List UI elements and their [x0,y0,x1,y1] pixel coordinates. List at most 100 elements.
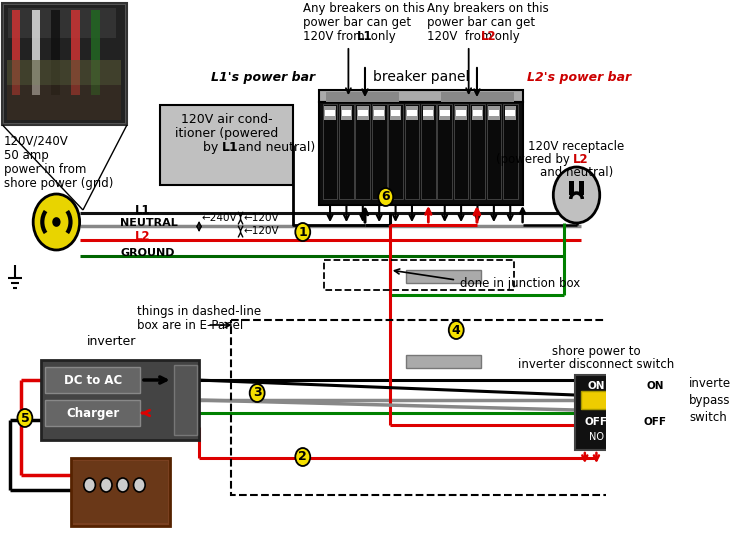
Bar [45,400,140,426]
Bar [45,367,140,393]
Circle shape [100,478,112,492]
Bar [442,92,515,102]
Text: Any breakers on this: Any breakers on this [427,2,549,15]
Text: L2: L2 [573,153,588,166]
Text: ON: ON [646,381,664,391]
Text: L1: L1 [135,204,150,216]
Bar [372,104,387,199]
Text: 120V from: 120V from [303,30,368,43]
Circle shape [134,478,145,492]
Bar [407,110,417,116]
Bar [72,10,80,95]
Text: 2: 2 [298,450,307,464]
Text: itioner (powered: itioner (powered [175,127,278,140]
Text: 50 amp: 50 amp [4,149,49,162]
Text: L1: L1 [222,141,239,154]
Text: power in from: power in from [4,163,86,176]
Circle shape [449,321,463,339]
Text: by: by [203,141,222,154]
Bar [326,92,399,102]
Bar [390,110,401,116]
Bar [374,106,385,120]
Bar [487,104,501,199]
Bar [357,106,368,120]
Text: done in junction box: done in junction box [461,277,580,289]
Bar [91,10,99,95]
Circle shape [117,478,129,492]
Text: inverter disconnect switch: inverter disconnect switch [518,358,675,371]
Text: and neutral): and neutral) [234,141,315,154]
Bar [454,104,469,199]
Circle shape [295,448,310,466]
Bar [624,375,686,450]
Circle shape [18,409,32,427]
Circle shape [53,218,60,226]
Circle shape [84,478,95,492]
Bar [423,110,433,116]
Text: OFF: OFF [585,417,608,427]
Bar [581,391,611,409]
Text: things in dashed-line: things in dashed-line [137,305,261,318]
Bar [406,270,481,283]
Bar [579,181,584,195]
Bar [421,104,436,199]
Bar [160,105,293,185]
Bar [319,90,523,102]
Text: Any breakers on this: Any breakers on this [303,2,425,15]
Bar [4,5,125,123]
Text: NO: NO [589,432,604,442]
Text: L1: L1 [357,30,372,43]
Bar [324,260,515,290]
Text: 4: 4 [452,324,461,336]
Bar [51,10,60,95]
Bar [341,110,352,116]
Circle shape [553,167,599,223]
Text: L2: L2 [135,230,150,244]
Text: 5: 5 [20,411,29,424]
Text: 120V/240V: 120V/240V [4,135,69,148]
Circle shape [378,188,393,206]
Text: only: only [491,30,520,43]
Text: power bar can get: power bar can get [303,16,411,29]
Bar [73,461,167,523]
Text: NEUTRAL: NEUTRAL [121,218,178,228]
Circle shape [250,384,265,402]
Text: L1's power bar: L1's power bar [211,71,315,84]
Bar [440,110,450,116]
Bar [437,104,452,199]
Text: DC to AC: DC to AC [64,374,122,386]
Bar [31,10,39,95]
Bar [456,110,466,116]
Text: L2's power bar: L2's power bar [527,71,631,84]
Text: box are in E-Panel: box are in E-Panel [137,319,243,332]
Bar [319,102,523,205]
Bar [374,110,384,116]
Text: breaker panel: breaker panel [373,70,469,84]
Text: 1: 1 [298,225,307,238]
Text: (powered by: (powered by [496,153,573,166]
Text: shore power to: shore power to [552,345,641,358]
Circle shape [33,194,80,250]
Text: only: only [367,30,395,43]
Bar [390,106,401,120]
Bar [8,8,116,38]
Bar [455,106,467,120]
Bar [505,110,515,116]
Text: GROUND: GROUND [121,248,175,258]
Bar [7,60,121,85]
Bar [439,106,450,120]
Bar [406,106,417,120]
Bar [325,106,336,120]
Text: 120V  from: 120V from [427,30,496,43]
Bar [575,375,618,450]
Text: 120V air cond-: 120V air cond- [181,113,272,126]
Bar [322,104,338,199]
Bar [489,110,499,116]
Bar [630,391,679,409]
Bar [339,104,354,199]
Bar [388,104,403,199]
Text: ←120V: ←120V [243,213,279,223]
Text: inverter
bypass
switch: inverter bypass switch [689,377,731,424]
Bar [404,104,420,199]
Circle shape [295,223,310,241]
